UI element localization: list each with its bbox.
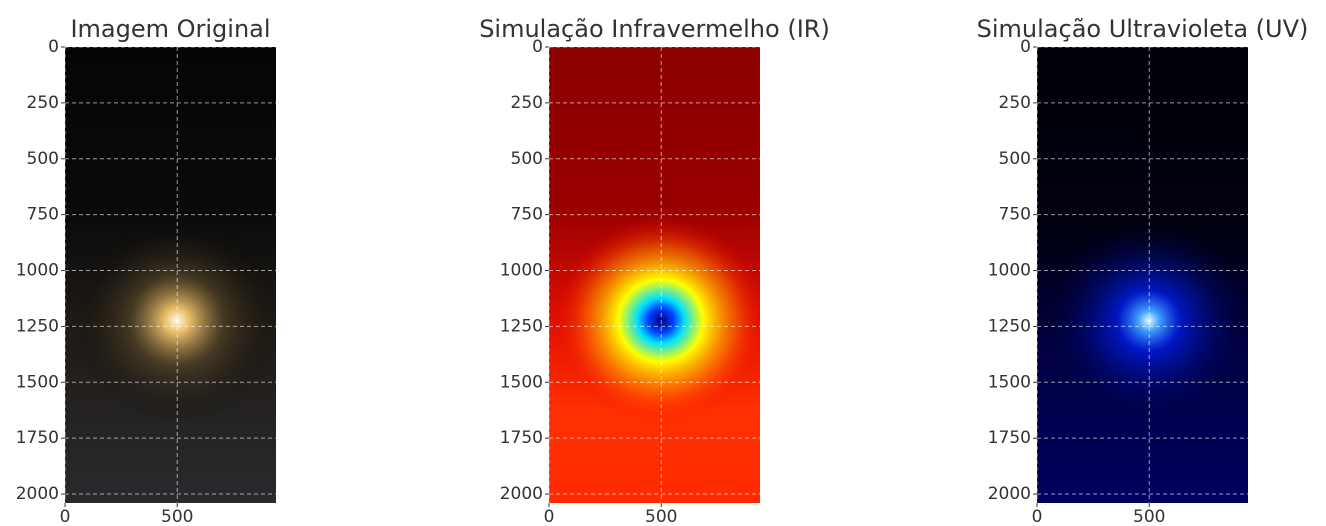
panel-title: Imagem Original xyxy=(70,15,270,43)
x-tick-label: 500 xyxy=(645,507,677,526)
y-tick-label: 1250 xyxy=(500,316,543,336)
x-tick-label: 0 xyxy=(1032,507,1043,526)
image-glow xyxy=(1037,47,1248,503)
x-tick-label: 500 xyxy=(161,507,193,526)
y-tick-label: 1250 xyxy=(16,316,59,336)
y-tick-label: 2000 xyxy=(16,484,59,504)
y-tick-label: 1000 xyxy=(988,261,1031,281)
y-tick-label: 1750 xyxy=(500,428,543,448)
y-tick-label: 0 xyxy=(1020,37,1031,57)
y-tick-label: 250 xyxy=(511,93,543,113)
x-tick-label: 500 xyxy=(1133,507,1165,526)
y-tick-label: 750 xyxy=(511,205,543,225)
y-tick-label: 1000 xyxy=(16,261,59,281)
y-tick-label: 500 xyxy=(999,149,1031,169)
y-tick-label: 250 xyxy=(999,93,1031,113)
y-tick-label: 750 xyxy=(27,205,59,225)
y-tick-label: 250 xyxy=(27,93,59,113)
y-tick-label: 0 xyxy=(48,37,59,57)
image-glow xyxy=(549,47,760,503)
y-tick-label: 500 xyxy=(27,149,59,169)
y-tick-label: 500 xyxy=(511,149,543,169)
y-tick-label: 1250 xyxy=(988,316,1031,336)
y-tick-label: 1500 xyxy=(500,372,543,392)
y-tick-label: 750 xyxy=(999,205,1031,225)
panel-title: Simulação Infravermelho (IR) xyxy=(479,15,830,43)
y-tick-label: 0 xyxy=(532,37,543,57)
y-tick-label: 2000 xyxy=(500,484,543,504)
y-tick-label: 1500 xyxy=(988,372,1031,392)
y-tick-label: 2000 xyxy=(988,484,1031,504)
y-tick-label: 1000 xyxy=(500,261,543,281)
x-tick-label: 0 xyxy=(60,507,71,526)
image-glow xyxy=(65,47,276,503)
x-tick-label: 0 xyxy=(544,507,555,526)
y-tick-label: 1750 xyxy=(988,428,1031,448)
y-tick-label: 1500 xyxy=(16,372,59,392)
panel-title: Simulação Ultravioleta (UV) xyxy=(977,15,1309,43)
y-tick-label: 1750 xyxy=(16,428,59,448)
